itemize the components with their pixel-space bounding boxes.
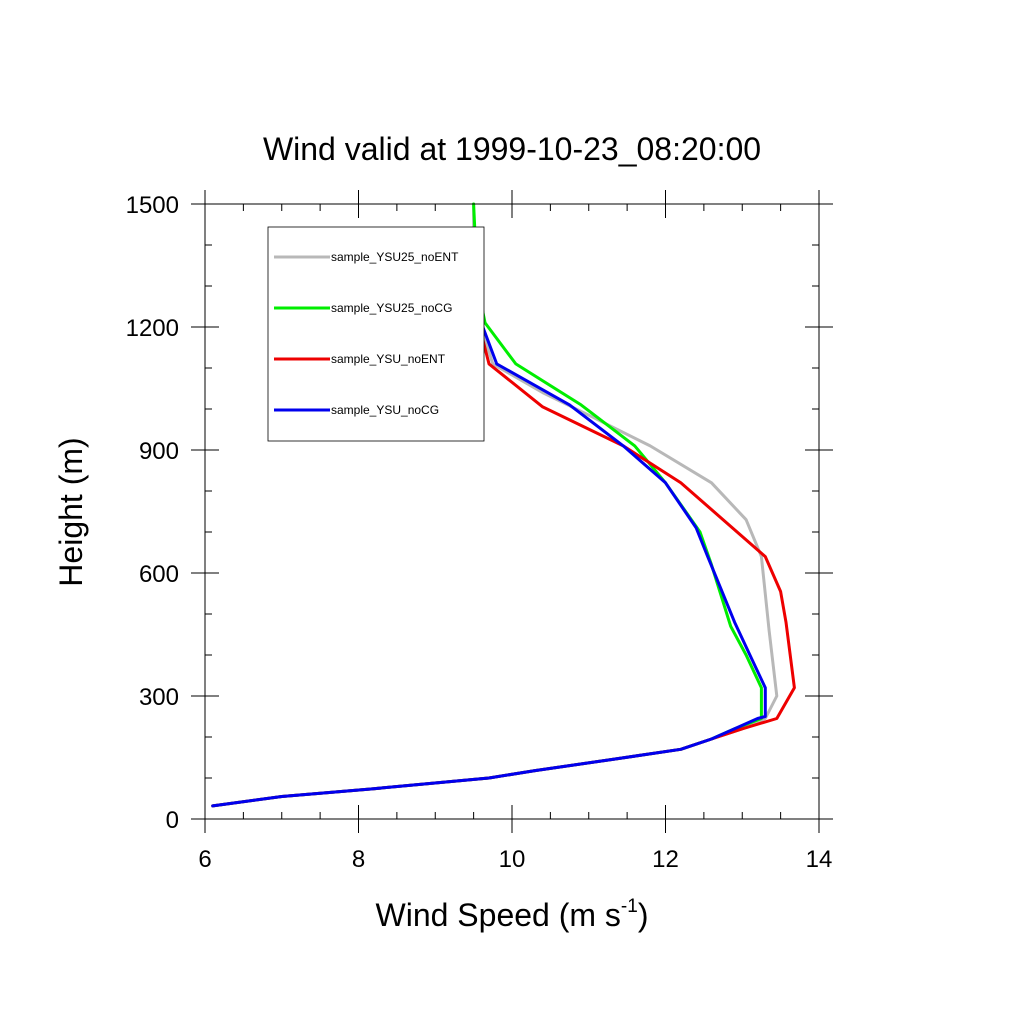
x-tick-label: 14 [806, 846, 833, 873]
x-tick-label: 10 [499, 846, 526, 873]
series-line-sample_YSU_noCG [211, 321, 767, 808]
x-axis-label-main: Wind Speed (m s [376, 897, 621, 933]
legend-label: sample_YSU_noCG [331, 403, 439, 417]
legend-label: sample_YSU25_noENT [331, 250, 459, 264]
x-tick-label: 8 [352, 846, 365, 873]
x-tick-label: 12 [652, 846, 679, 873]
x-tick-label: 6 [198, 846, 211, 873]
x-axis-label: Wind Speed (m s-1) [376, 896, 649, 933]
y-tick-label: 0 [166, 807, 179, 834]
x-axis-label-superscript: -1 [621, 896, 638, 917]
chart-title: Wind valid at 1999-10-23_08:20:00 [263, 131, 761, 167]
series-lines [211, 202, 796, 808]
y-tick-label: 900 [139, 438, 179, 465]
y-tick-label: 300 [139, 684, 179, 711]
y-axis-label: Height (m) [53, 437, 89, 586]
plot-frame [204, 203, 820, 820]
y-tick-label: 1200 [126, 315, 179, 342]
legend-items: sample_YSU25_noENT sample_YSU25_noCGsampl… [274, 250, 459, 417]
y-tick-label: 600 [139, 561, 179, 588]
y-tick-label: 1500 [126, 192, 179, 219]
x-axis-label-tail: ) [638, 897, 649, 933]
legend-label: sample_YSU25_noCG [331, 301, 452, 315]
legend-box [267, 226, 485, 442]
legend-label: sample_YSU_noENT [331, 352, 446, 366]
legend: sample_YSU25_noENT sample_YSU25_noCGsampl… [267, 226, 485, 442]
